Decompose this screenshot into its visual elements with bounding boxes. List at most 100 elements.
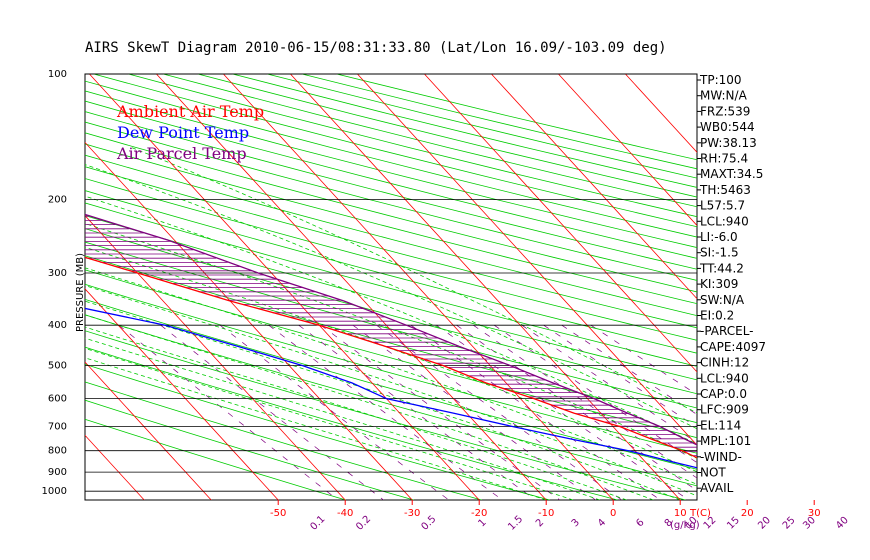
dry-adiabat-line [85, 314, 697, 487]
isotherm-line [491, 74, 697, 300]
index-entry: RH:75.4 [700, 152, 748, 166]
legend-entry: Air Parcel Temp [116, 144, 247, 163]
index-entry: EI:0.2 [700, 309, 734, 323]
dry-adiabat-line [85, 346, 618, 500]
dry-adiabat-line [85, 255, 697, 424]
isotherm-line [0, 74, 10, 500]
dry-adiabat-line [232, 74, 697, 188]
cape-hatching [85, 215, 697, 457]
isotherm-line [357, 74, 697, 446]
index-entry: -WIND- [700, 450, 742, 464]
mixing-ratio-label: 1.5 [506, 514, 525, 533]
mixing-ratio-line [298, 324, 536, 500]
dry-adiabat-line [301, 74, 697, 170]
bottom-tick-label: -40 [337, 508, 353, 519]
mixing-ratio-line [352, 324, 596, 500]
isotherm-line [223, 74, 614, 500]
dry-adiabat-line [85, 166, 697, 329]
chart-title: AIRS SkewT Diagram 2010-06-15/08:31:33.8… [85, 40, 667, 56]
bottom-tick-label: 10 [674, 508, 687, 519]
isotherms [0, 74, 697, 500]
y-tick-label: 500 [48, 361, 67, 372]
bottom-tick-label: 30 [808, 508, 821, 519]
isotherm-line [85, 288, 279, 500]
legend-entry: Ambient Air Temp [116, 102, 264, 121]
index-entry: LFC:909 [700, 403, 749, 417]
y-tick-label: 800 [48, 446, 67, 457]
mixing-ratio-line [160, 324, 384, 500]
mixing-ratio-line [268, 324, 503, 500]
y-tick-label: 200 [48, 195, 67, 206]
dry-adiabat-line [85, 132, 697, 293]
index-entry: SI:-1.5 [700, 246, 739, 260]
isotherm-line [290, 74, 681, 500]
isobars [85, 73, 697, 492]
index-entry: MW:N/A [700, 89, 748, 103]
bottom-tick-label: 20 [741, 508, 754, 519]
index-entry: KI:309 [700, 277, 738, 291]
index-entry: LCL:940 [700, 214, 749, 228]
y-tick-label: 700 [48, 422, 67, 433]
mixing-ratio-label: 4 [596, 517, 608, 529]
isotherm-line [85, 215, 346, 500]
dry-adiabat-line [85, 111, 697, 270]
dry-adiabat-line [85, 143, 697, 305]
isotherm-line [85, 141, 413, 500]
index-entry: LCL:940 [700, 371, 749, 385]
dry-adiabat-line [85, 90, 697, 249]
dry-adiabat-line [163, 74, 697, 208]
bottom-tick-label: -50 [270, 508, 286, 519]
moist-adiabat-line [85, 285, 697, 497]
mixing-ratio-line [410, 324, 661, 500]
dew-point-line [85, 307, 697, 469]
mixing-ratio-lines [118, 324, 697, 500]
dry-adiabat-line [85, 283, 697, 454]
index-entry: TH:5463 [699, 183, 751, 197]
mixing-ratio-line [118, 324, 339, 500]
isotherm-line [0, 74, 77, 500]
index-entry: CAP:0.0 [700, 387, 747, 401]
dry-adiabat-line [85, 121, 697, 281]
dry-adiabat-line [197, 74, 697, 198]
moist-adiabat-line [85, 267, 697, 485]
dry-adiabat-line [85, 215, 697, 381]
isotherm-line [85, 361, 212, 500]
index-entry: CAPE:4097 [700, 340, 766, 354]
index-entry: TT:44.2 [699, 261, 744, 275]
mixing-ratio-line [561, 324, 697, 415]
dry-adiabat-line [85, 154, 697, 317]
mixing-ratio-label: 40 [834, 515, 851, 532]
index-entry: LI:-6.0 [700, 230, 738, 244]
mixing-ratio-label: 6 [634, 517, 646, 529]
mixing-ratio-label: 3 [570, 517, 582, 529]
isotherm-line [558, 74, 697, 227]
dry-adiabat-line [85, 190, 697, 354]
dry-adiabat-line [85, 363, 550, 500]
isotherm-line [424, 74, 697, 373]
index-entry: FRZ:539 [700, 104, 750, 118]
mixing-ratio-label: 0.1 [309, 514, 328, 533]
index-entry: EL:114 [700, 418, 741, 432]
mixing-ratio-line [436, 324, 689, 500]
temperature-axis-label: T(C) [689, 508, 711, 519]
parcel-temp-line [85, 213, 697, 446]
dry-adiabat-line [85, 418, 346, 500]
isotherm-line [625, 74, 697, 153]
y-tick-label: 1000 [42, 486, 67, 497]
index-entry: PW:38.13 [700, 136, 757, 150]
mixing-ratio-label: 15 [725, 515, 742, 532]
index-entry: TP:100 [699, 73, 742, 87]
isotherm-line [156, 74, 547, 500]
mixing-ratio-label: 0.5 [420, 514, 439, 533]
dry-adiabat-line [85, 330, 686, 500]
dry-adiabat-line [85, 381, 482, 500]
bottom-tick-label: -30 [404, 508, 420, 519]
bottom-tick-label: -10 [538, 508, 554, 519]
ambient-temp-line [85, 256, 697, 459]
index-entry: SW:N/A [700, 293, 745, 307]
y-axis-label: PRESSURE (MB) [75, 253, 86, 332]
bottom-tick-label: -20 [471, 508, 487, 519]
y-tick-label: 100 [48, 69, 67, 80]
